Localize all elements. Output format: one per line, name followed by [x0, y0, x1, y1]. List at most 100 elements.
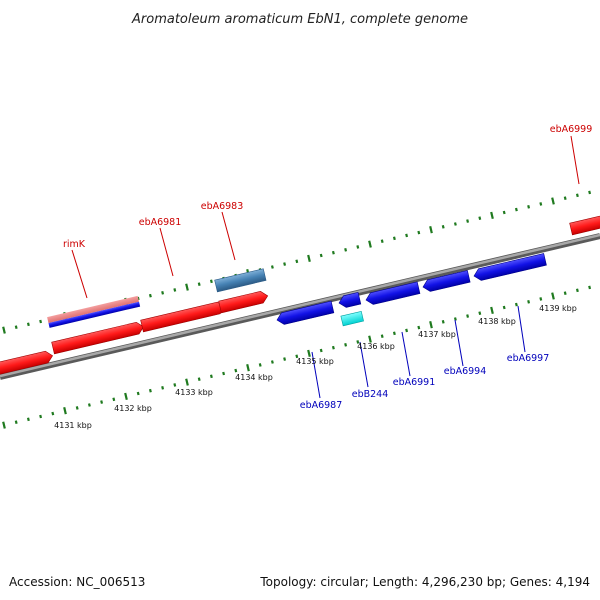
minor-tick-mark [405, 328, 409, 333]
minor-tick-mark [575, 193, 579, 198]
minor-tick-mark [514, 207, 518, 212]
minor-tick-mark [453, 317, 457, 321]
minor-tick-mark [319, 253, 323, 258]
gene-label-ebA6999[interactable]: ebA6999 [550, 124, 593, 135]
minor-tick-mark [234, 368, 238, 373]
minor-tick-mark [453, 222, 457, 226]
minor-tick-mark [527, 299, 531, 304]
rimK-gene-arrow[interactable] [51, 321, 145, 355]
minor-tick-mark [344, 342, 348, 347]
ebA6983-rna-feature[interactable] [214, 268, 267, 293]
minor-tick-mark [295, 354, 299, 359]
minor-tick-mark [112, 397, 116, 402]
major-tick-mark [490, 211, 494, 220]
gene-label-ebA6991[interactable]: ebA6991 [393, 377, 436, 388]
minor-tick-mark [356, 245, 360, 249]
major-tick-mark [490, 306, 494, 315]
minor-tick-mark [209, 279, 213, 284]
gene-label-ebA6994[interactable]: ebA6994 [444, 366, 487, 377]
ebA6999-gene-arrow[interactable] [569, 213, 600, 236]
minor-tick-mark [39, 414, 43, 419]
minor-tick-mark [270, 360, 274, 364]
major-tick-mark [246, 364, 250, 372]
gene-label-ebA6983[interactable]: ebA6983 [201, 201, 244, 212]
minor-tick-mark [563, 291, 567, 296]
minor-tick-mark [417, 230, 421, 235]
minor-tick-mark [392, 331, 396, 336]
minor-tick-mark [344, 247, 348, 252]
minor-tick-mark [161, 385, 165, 390]
major-tick-mark [63, 407, 67, 415]
minor-tick-mark [478, 311, 482, 316]
minor-tick-mark [331, 345, 335, 350]
minor-tick-mark [87, 403, 91, 407]
major-tick-mark [368, 240, 372, 248]
gene-label-ebA6981[interactable]: ebA6981 [139, 217, 182, 228]
forward-gene-arrow[interactable] [0, 350, 54, 377]
scale-label: 4131 kbp [54, 421, 92, 430]
minor-tick-mark [514, 302, 518, 307]
minor-tick-mark [258, 363, 262, 367]
minor-tick-mark [75, 406, 79, 410]
minor-tick-mark [356, 340, 360, 344]
scale-labels: 4131 kbp 4132 kbp 4133 kbp 4134 kbp 4135… [54, 304, 577, 430]
ebB244-cyan-feature[interactable] [340, 310, 364, 327]
minor-tick-mark [197, 377, 201, 382]
minor-tick-mark [380, 239, 384, 244]
minor-tick-mark [527, 204, 531, 209]
minor-tick-mark [283, 357, 287, 361]
major-tick-mark [429, 226, 433, 234]
minor-tick-mark [502, 210, 506, 215]
reverse-strand-features [276, 253, 547, 327]
minor-tick-mark [209, 374, 213, 379]
minor-tick-mark [51, 411, 55, 416]
minor-tick-mark [319, 348, 323, 353]
scale-label: 4137 kbp [418, 330, 456, 339]
minor-tick-mark [466, 219, 470, 223]
minor-tick-mark [392, 236, 396, 241]
minor-tick-mark [26, 322, 30, 327]
scale-label: 4139 kbp [539, 304, 577, 313]
ebB244-gene-arrow[interactable] [338, 292, 362, 308]
major-tick-mark [551, 197, 555, 205]
minor-tick-mark [563, 196, 567, 201]
major-tick-mark [429, 321, 433, 329]
gene-label-ebA6987[interactable]: ebA6987 [300, 400, 343, 411]
minor-tick-mark [441, 319, 445, 324]
ebA6987-gene-arrow[interactable] [276, 300, 335, 326]
minor-tick-mark [478, 216, 482, 221]
major-tick-mark [2, 421, 6, 429]
gene-label-ebA6997[interactable]: ebA6997 [507, 353, 550, 364]
ebA6997-gene-arrow[interactable] [473, 253, 547, 281]
ebA6991-gene-arrow[interactable] [365, 281, 421, 306]
minor-tick-mark [14, 420, 18, 425]
minor-tick-mark [539, 297, 543, 301]
label-leader-lines [71, 135, 580, 399]
minor-tick-mark [380, 334, 384, 339]
major-tick-mark [368, 335, 372, 343]
minor-tick-mark [588, 190, 592, 195]
major-tick-mark [124, 392, 128, 401]
ebA6983-gene-arrow[interactable] [218, 290, 269, 314]
minor-tick-mark [222, 371, 226, 376]
major-tick-mark [307, 254, 311, 263]
major-tick-mark [185, 283, 189, 291]
minor-tick-mark [283, 262, 287, 266]
minor-tick-mark [405, 233, 409, 238]
major-tick-mark [551, 292, 555, 300]
gene-label-ebB244[interactable]: ebB244 [352, 389, 389, 400]
forward-gene-labels: rimK ebA6981 ebA6983 ebA6999 [63, 124, 592, 250]
minor-tick-mark [270, 265, 274, 269]
ebA6994-gene-arrow[interactable] [422, 270, 471, 292]
gene-label-rimK[interactable]: rimK [63, 239, 86, 250]
minor-tick-mark [502, 305, 506, 310]
minor-tick-mark [161, 290, 165, 295]
minor-tick-mark [173, 383, 177, 387]
major-tick-mark [2, 326, 6, 334]
rimK-rna-feature[interactable] [47, 295, 141, 328]
minor-tick-mark [197, 282, 201, 287]
scale-label: 4133 kbp [175, 388, 213, 397]
minor-tick-mark [148, 388, 152, 393]
accession-text: Accession: NC_006513 [9, 575, 145, 589]
